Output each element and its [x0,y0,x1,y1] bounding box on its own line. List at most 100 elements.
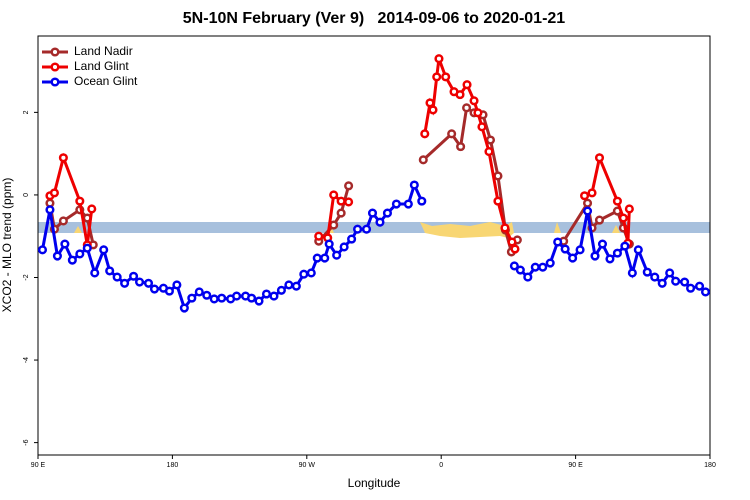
data-point [680,277,690,287]
y-axis-label: XCO2 - MLO trend (ppm) [0,178,14,313]
data-point [605,254,615,264]
legend-marker [50,47,60,57]
data-point [510,244,520,254]
x-tick-label: 0 [439,462,443,469]
data-point [671,276,681,286]
data-point [58,153,68,163]
x-tick-label: 90 E [31,462,46,469]
data-point [291,281,301,291]
data-point [417,196,427,206]
data-point [129,271,139,281]
data-point [37,245,48,255]
reference-band [38,222,710,233]
data-point [484,147,494,157]
data-point [620,241,630,251]
data-point [432,72,442,82]
data-point [49,188,59,198]
data-point [580,191,590,201]
data-point [314,231,324,241]
data-point [462,103,472,113]
data-point [420,129,430,139]
data-point [254,296,264,306]
data-point [353,224,363,234]
data-point [344,197,354,207]
data-point [312,253,322,263]
data-point [538,262,548,272]
data-point [375,217,385,227]
y-tick-label: -4 [23,357,30,363]
data-point [587,188,597,198]
data-point [462,80,472,90]
data-point [469,96,479,106]
data-point [428,105,438,115]
data-point [347,234,357,244]
data-point [650,272,660,282]
data-point [67,255,77,265]
data-point [246,293,257,303]
data-point [344,181,354,191]
data-point [473,108,483,118]
data-point [149,284,160,294]
data-point [642,267,652,277]
legend-label: Land Nadir [74,44,133,58]
data-point [361,224,372,234]
land-mask [74,222,620,238]
data-point [299,269,309,279]
data-point [627,268,637,278]
data-point [105,266,115,276]
data-point [493,196,503,206]
data-point [324,239,334,249]
data-point [612,196,622,206]
data-point [367,208,378,218]
data-point [329,220,339,230]
data-point [339,242,349,252]
series-line [48,105,631,257]
data-point [232,291,242,301]
y-tick-label: 2 [23,110,30,114]
data-point [99,245,109,255]
data-point [568,253,578,263]
legend-label: Ocean Glint [74,74,138,88]
data-point [590,251,600,261]
data-point [409,180,419,190]
data-point [202,290,212,300]
data-point [633,245,643,255]
data-point [597,239,608,249]
data-point [612,248,622,258]
data-point [447,129,457,139]
data-point [665,268,675,278]
data-point [523,272,533,282]
data-point [217,293,227,303]
data-point [441,72,451,82]
data-point [336,196,346,206]
data-point [509,261,519,271]
data-point [58,216,68,226]
data-point [594,215,605,225]
data-point [306,268,316,278]
data-point [418,155,428,165]
data-point [530,262,540,272]
x-tick-label: 180 [167,462,179,469]
data-point [276,285,286,295]
data-point [485,135,496,145]
data-point [172,280,182,290]
data-point [657,278,667,288]
data-point [284,280,294,290]
data-point [45,205,55,215]
data-point [507,237,517,247]
data-point [594,153,605,163]
plot-frame [37,35,711,456]
data-point [477,122,487,132]
data-point [686,283,696,293]
data-point [336,208,346,218]
data-point [582,198,593,208]
data-point [82,243,92,253]
data-point [269,291,279,301]
x-tick-label: 90 W [299,462,316,469]
data-point [75,249,85,259]
data-point [194,287,204,297]
data-point [515,265,525,275]
data-point [164,286,174,296]
data-point [112,272,122,282]
